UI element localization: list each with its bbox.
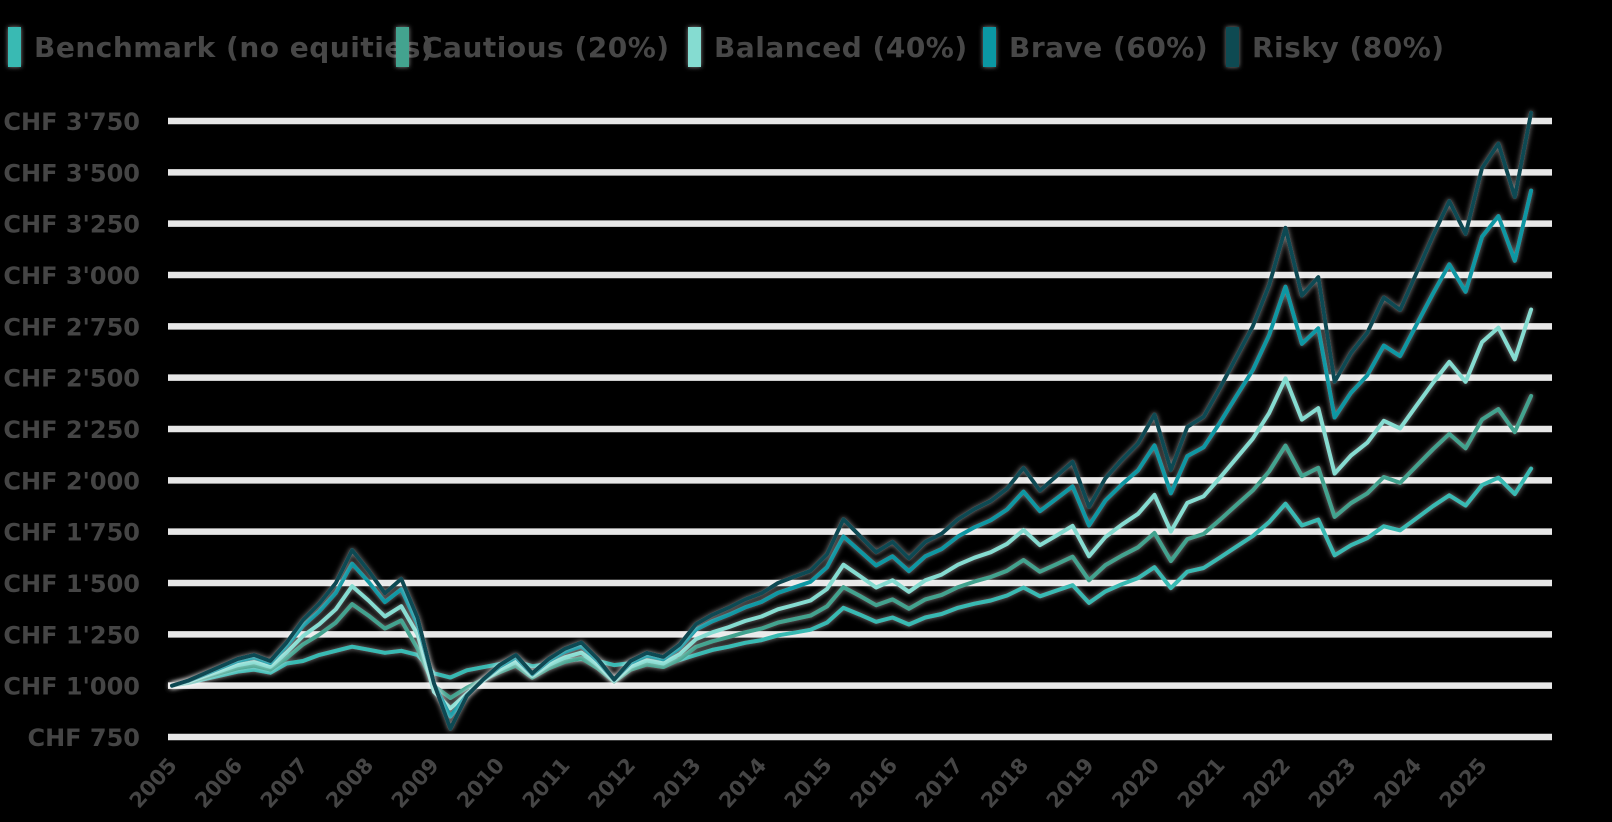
- x-axis-label: 2020: [1107, 753, 1164, 812]
- x-axis-label: 2014: [714, 753, 771, 812]
- x-axis-label: 2016: [845, 753, 902, 812]
- chart-legend: Benchmark (no equities) Cautious (20%) Bal…: [0, 24, 1612, 74]
- series-line-balanced-40: [170, 307, 1534, 711]
- legend-item[interactable]: Brave (60%): [983, 24, 1208, 70]
- legend-item[interactable]: Risky (80%): [1226, 24, 1445, 70]
- x-axis-label: 2019: [1042, 753, 1099, 812]
- legend-item[interactable]: Cautious (20%): [396, 24, 670, 70]
- y-axis-label: CHF 1'000: [3, 673, 140, 701]
- y-axis-label: CHF 1'750: [3, 519, 140, 547]
- legend-swatch-icon: [396, 27, 409, 67]
- x-axis-label: 2011: [518, 753, 575, 812]
- series-line-risky-80: [170, 110, 1534, 731]
- legend-label: Balanced (40%): [714, 30, 968, 64]
- x-axis-label: 2025: [1435, 753, 1492, 812]
- x-axis-label: 2022: [1238, 753, 1295, 812]
- x-axis-label: 2010: [452, 753, 509, 812]
- legend-swatch-icon: [1226, 27, 1239, 67]
- y-axis-label: CHF 750: [27, 724, 140, 752]
- x-axis-label: 2008: [321, 753, 378, 812]
- y-axis-labels: CHF 3'750 CHF 3'500 CHF 3'250 CHF 3'000 CHF …: [3, 108, 140, 752]
- legend-item[interactable]: Balanced (40%): [688, 24, 968, 70]
- x-axis-label: 2021: [1173, 753, 1230, 812]
- y-axis-label: CHF 2'500: [3, 365, 140, 393]
- y-axis-label: CHF 2'250: [3, 416, 140, 444]
- series-line-benchmark-no-equities: [170, 466, 1534, 688]
- y-axis-label: CHF 3'000: [3, 262, 140, 290]
- legend-label: Brave (60%): [1009, 30, 1209, 64]
- legend-label: Benchmark (no equities): [34, 30, 435, 64]
- y-axis-label: CHF 1'250: [3, 621, 140, 649]
- series-line-brave-60: [170, 188, 1534, 719]
- x-axis-label: 2024: [1369, 753, 1426, 812]
- legend-item[interactable]: Benchmark (no equities): [8, 24, 434, 70]
- x-axis-label: 2015: [780, 753, 837, 812]
- legend-swatch-icon: [983, 27, 996, 67]
- y-axis-label: CHF 2'750: [3, 313, 140, 341]
- y-axis-label: CHF 3'250: [3, 211, 140, 239]
- x-axis-label: 2005: [125, 753, 182, 812]
- x-axis-label: 2013: [649, 753, 706, 812]
- y-axis-label: CHF 3'500: [3, 159, 140, 187]
- legend-swatch-icon: [8, 27, 21, 67]
- x-axis-label: 2023: [1304, 753, 1361, 812]
- series-line-cautious-20: [170, 393, 1534, 700]
- x-axis-label: 2007: [256, 753, 313, 812]
- x-axis-label: 2017: [911, 753, 968, 812]
- x-axis-label: 2012: [583, 753, 640, 812]
- y-axis-label: CHF 1'500: [3, 570, 140, 598]
- y-axis-label: CHF 2'000: [3, 467, 140, 495]
- x-axis-label: 2009: [387, 753, 444, 812]
- y-axis-label: CHF 3'750: [3, 108, 140, 136]
- legend-label: Cautious (20%): [422, 30, 670, 64]
- legend-label: Risky (80%): [1252, 30, 1445, 64]
- gridlines: [168, 117, 1552, 741]
- x-axis-label: 2006: [190, 753, 247, 812]
- series-lines: [170, 110, 1534, 731]
- x-axis-labels: 2005 2006 2007 2008 2009 2010 2011 2012 2013 2014…: [125, 753, 1492, 812]
- legend-swatch-icon: [688, 27, 701, 67]
- x-axis-label: 2018: [976, 753, 1033, 812]
